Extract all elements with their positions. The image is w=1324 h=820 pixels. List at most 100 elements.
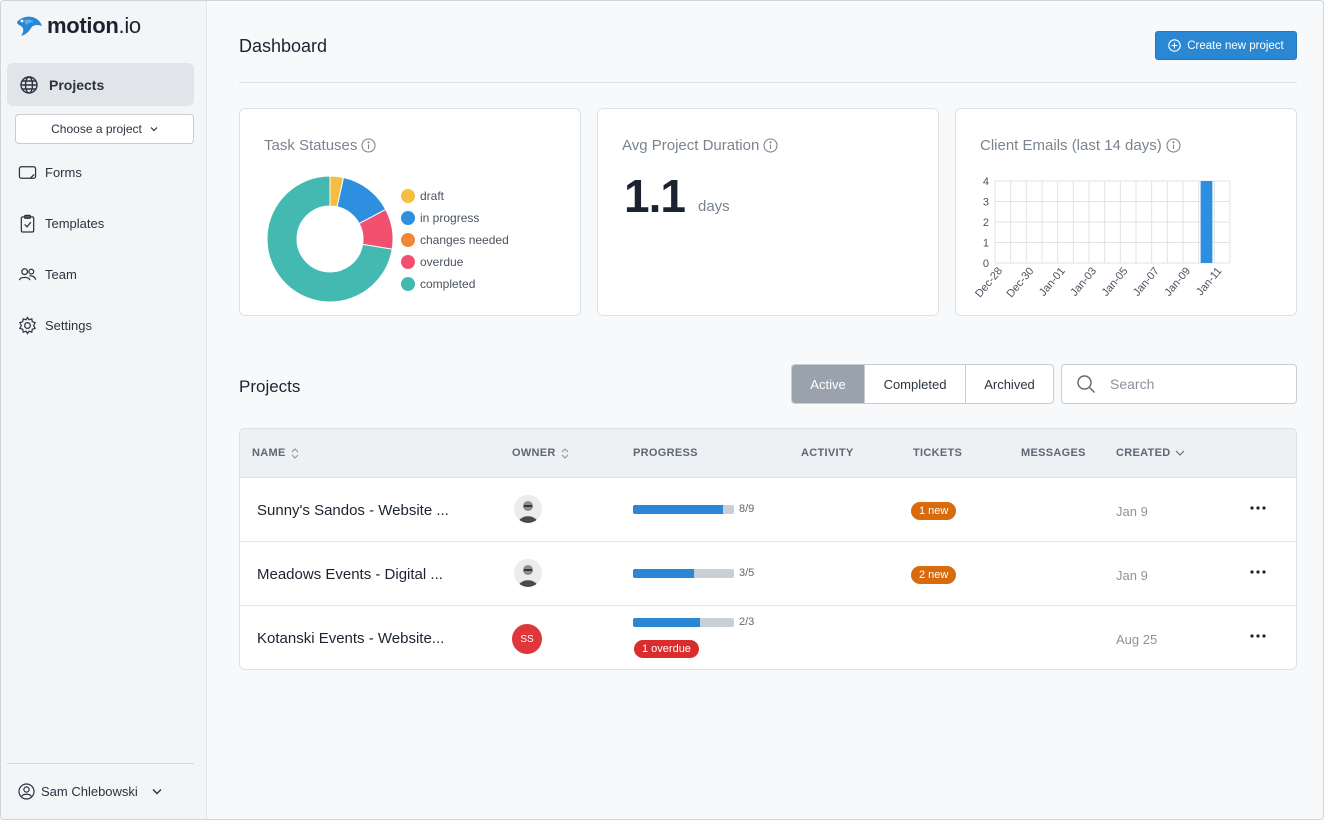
- progress-text: 8/9: [739, 503, 755, 515]
- table-row[interactable]: Kotanski Events - Website... SS 2/3 1 ov…: [240, 606, 1296, 669]
- info-icon[interactable]: [361, 138, 376, 153]
- logo[interactable]: motion.io: [15, 13, 141, 39]
- column-activity-header: ACTIVITY: [801, 447, 854, 459]
- chevron-down-icon: [152, 789, 162, 795]
- chevron-down-icon: [1176, 450, 1185, 456]
- tickets-badge[interactable]: 1 new: [911, 502, 957, 520]
- legend-label: completed: [420, 277, 476, 291]
- column-messages-header: MESSAGES: [1021, 447, 1086, 459]
- x-tick-label: Jan-09: [1162, 265, 1193, 298]
- legend-swatch: [401, 277, 415, 291]
- progress-text: 2/3: [739, 616, 755, 628]
- more-options-icon[interactable]: [1250, 570, 1266, 574]
- card-title: Avg Project Duration: [622, 137, 778, 154]
- legend-label: draft: [420, 189, 445, 203]
- user-name: Sam Chlebowski: [41, 784, 138, 799]
- card-title: Client Emails (last 14 days): [980, 137, 1181, 154]
- card-title: Task Statuses: [264, 137, 376, 154]
- sidebar-item-forms[interactable]: Forms: [18, 163, 82, 182]
- choose-project-label: Choose a project: [51, 122, 142, 136]
- x-tick-label: Dec-28: [973, 265, 1005, 300]
- column-tickets-header: TICKETS: [913, 447, 963, 459]
- user-menu[interactable]: Sam Chlebowski: [18, 783, 162, 800]
- sidebar-item-projects-label: Projects: [49, 76, 105, 93]
- info-icon[interactable]: [763, 138, 778, 153]
- y-tick-label: 4: [983, 176, 989, 188]
- sidebar-divider: [7, 763, 194, 764]
- legend-item-changes-needed: changes needed: [401, 229, 509, 251]
- project-name[interactable]: Kotanski Events - Website...: [257, 630, 445, 647]
- header-divider: [239, 82, 1297, 83]
- column-name-label: NAME: [252, 447, 286, 459]
- progress-fill: [633, 569, 694, 578]
- sidebar-item-settings[interactable]: Settings: [18, 316, 92, 335]
- table-header: NAME OWNER PROGRESS ACTIVITY TICKETS MES…: [240, 429, 1296, 478]
- tab-archived[interactable]: Archived: [984, 376, 1035, 392]
- tab-completed[interactable]: Completed: [865, 365, 966, 403]
- legend-swatch: [401, 233, 415, 247]
- search-icon: [1077, 375, 1095, 393]
- owner-avatar: [514, 495, 542, 523]
- page-title: Dashboard: [239, 36, 328, 56]
- tab-active[interactable]: Active: [792, 365, 865, 403]
- clipboard-icon: [20, 214, 35, 233]
- sidebar-item-team[interactable]: Team: [18, 265, 77, 284]
- column-created-label: CREATED: [1116, 447, 1171, 459]
- table-row[interactable]: Meadows Events - Digital ... 3/5 2 new J…: [240, 542, 1296, 606]
- create-project-button[interactable]: Create new project: [1155, 31, 1297, 60]
- project-filter-tabs: Active Completed Archived: [791, 364, 1054, 404]
- main-content: Dashboard Create new project Task Status…: [207, 1, 1323, 819]
- y-tick-label: 1: [983, 238, 989, 250]
- more-options-icon[interactable]: [1250, 506, 1266, 510]
- column-owner-label: OWNER: [512, 447, 556, 459]
- legend-item-completed: completed: [401, 273, 509, 295]
- legend-label: in progress: [420, 211, 480, 225]
- user-circle-icon: [18, 783, 35, 800]
- sidebar-item-projects[interactable]: Projects: [7, 63, 194, 106]
- project-name[interactable]: Meadows Events - Digital ...: [257, 566, 443, 583]
- card-title-text: Client Emails (last 14 days): [980, 137, 1162, 154]
- logo-bird-icon: [17, 16, 42, 36]
- progress-fill: [633, 618, 701, 627]
- legend-swatch: [401, 189, 415, 203]
- progress-bar: [633, 505, 734, 514]
- avg-duration-unit: days: [698, 198, 730, 215]
- form-icon: [18, 166, 37, 179]
- sidebar: motion.io Projects Choose a project Form…: [1, 1, 207, 819]
- sidebar-item-label: Settings: [45, 318, 92, 333]
- sidebar-item-templates[interactable]: Templates: [18, 214, 104, 233]
- avg-duration-value: 1.1: [624, 170, 686, 222]
- x-tick-label: Jan-01: [1037, 265, 1068, 298]
- x-tick-label: Jan-03: [1068, 265, 1099, 298]
- legend-label: overdue: [420, 255, 464, 269]
- more-options-icon[interactable]: [1250, 634, 1266, 638]
- column-name-header[interactable]: NAME: [252, 447, 299, 459]
- search-box[interactable]: [1061, 364, 1297, 404]
- globe-icon: [20, 75, 38, 94]
- search-input[interactable]: [1110, 376, 1280, 392]
- sidebar-item-label: Forms: [45, 165, 82, 180]
- table-row[interactable]: Sunny's Sandos - Website ... 8/9 1 new J…: [240, 478, 1296, 542]
- column-created-header[interactable]: CREATED: [1116, 447, 1185, 459]
- sidebar-item-label: Templates: [45, 216, 105, 231]
- overdue-badge[interactable]: 1 overdue: [634, 640, 699, 658]
- owner-avatar: [514, 559, 542, 587]
- bar-Jan-10: [1200, 181, 1213, 263]
- info-icon[interactable]: [1166, 138, 1181, 153]
- y-tick-label: 3: [983, 197, 989, 209]
- progress-text: 3/5: [739, 567, 755, 579]
- projects-table: NAME OWNER PROGRESS ACTIVITY TICKETS MES…: [239, 428, 1297, 670]
- owner-avatar: SS: [512, 624, 542, 654]
- project-name[interactable]: Sunny's Sandos - Website ...: [257, 502, 449, 519]
- person-photo-icon: [514, 559, 542, 587]
- sort-icon: [561, 447, 569, 459]
- column-owner-header[interactable]: OWNER: [512, 447, 569, 459]
- tickets-badge[interactable]: 2 new: [911, 566, 957, 584]
- projects-section-title: Projects: [239, 377, 301, 396]
- choose-project-dropdown[interactable]: Choose a project: [15, 114, 194, 144]
- legend-item-in-progress: in progress: [401, 207, 509, 229]
- team-icon: [18, 268, 37, 281]
- created-date: Jan 9: [1116, 504, 1148, 519]
